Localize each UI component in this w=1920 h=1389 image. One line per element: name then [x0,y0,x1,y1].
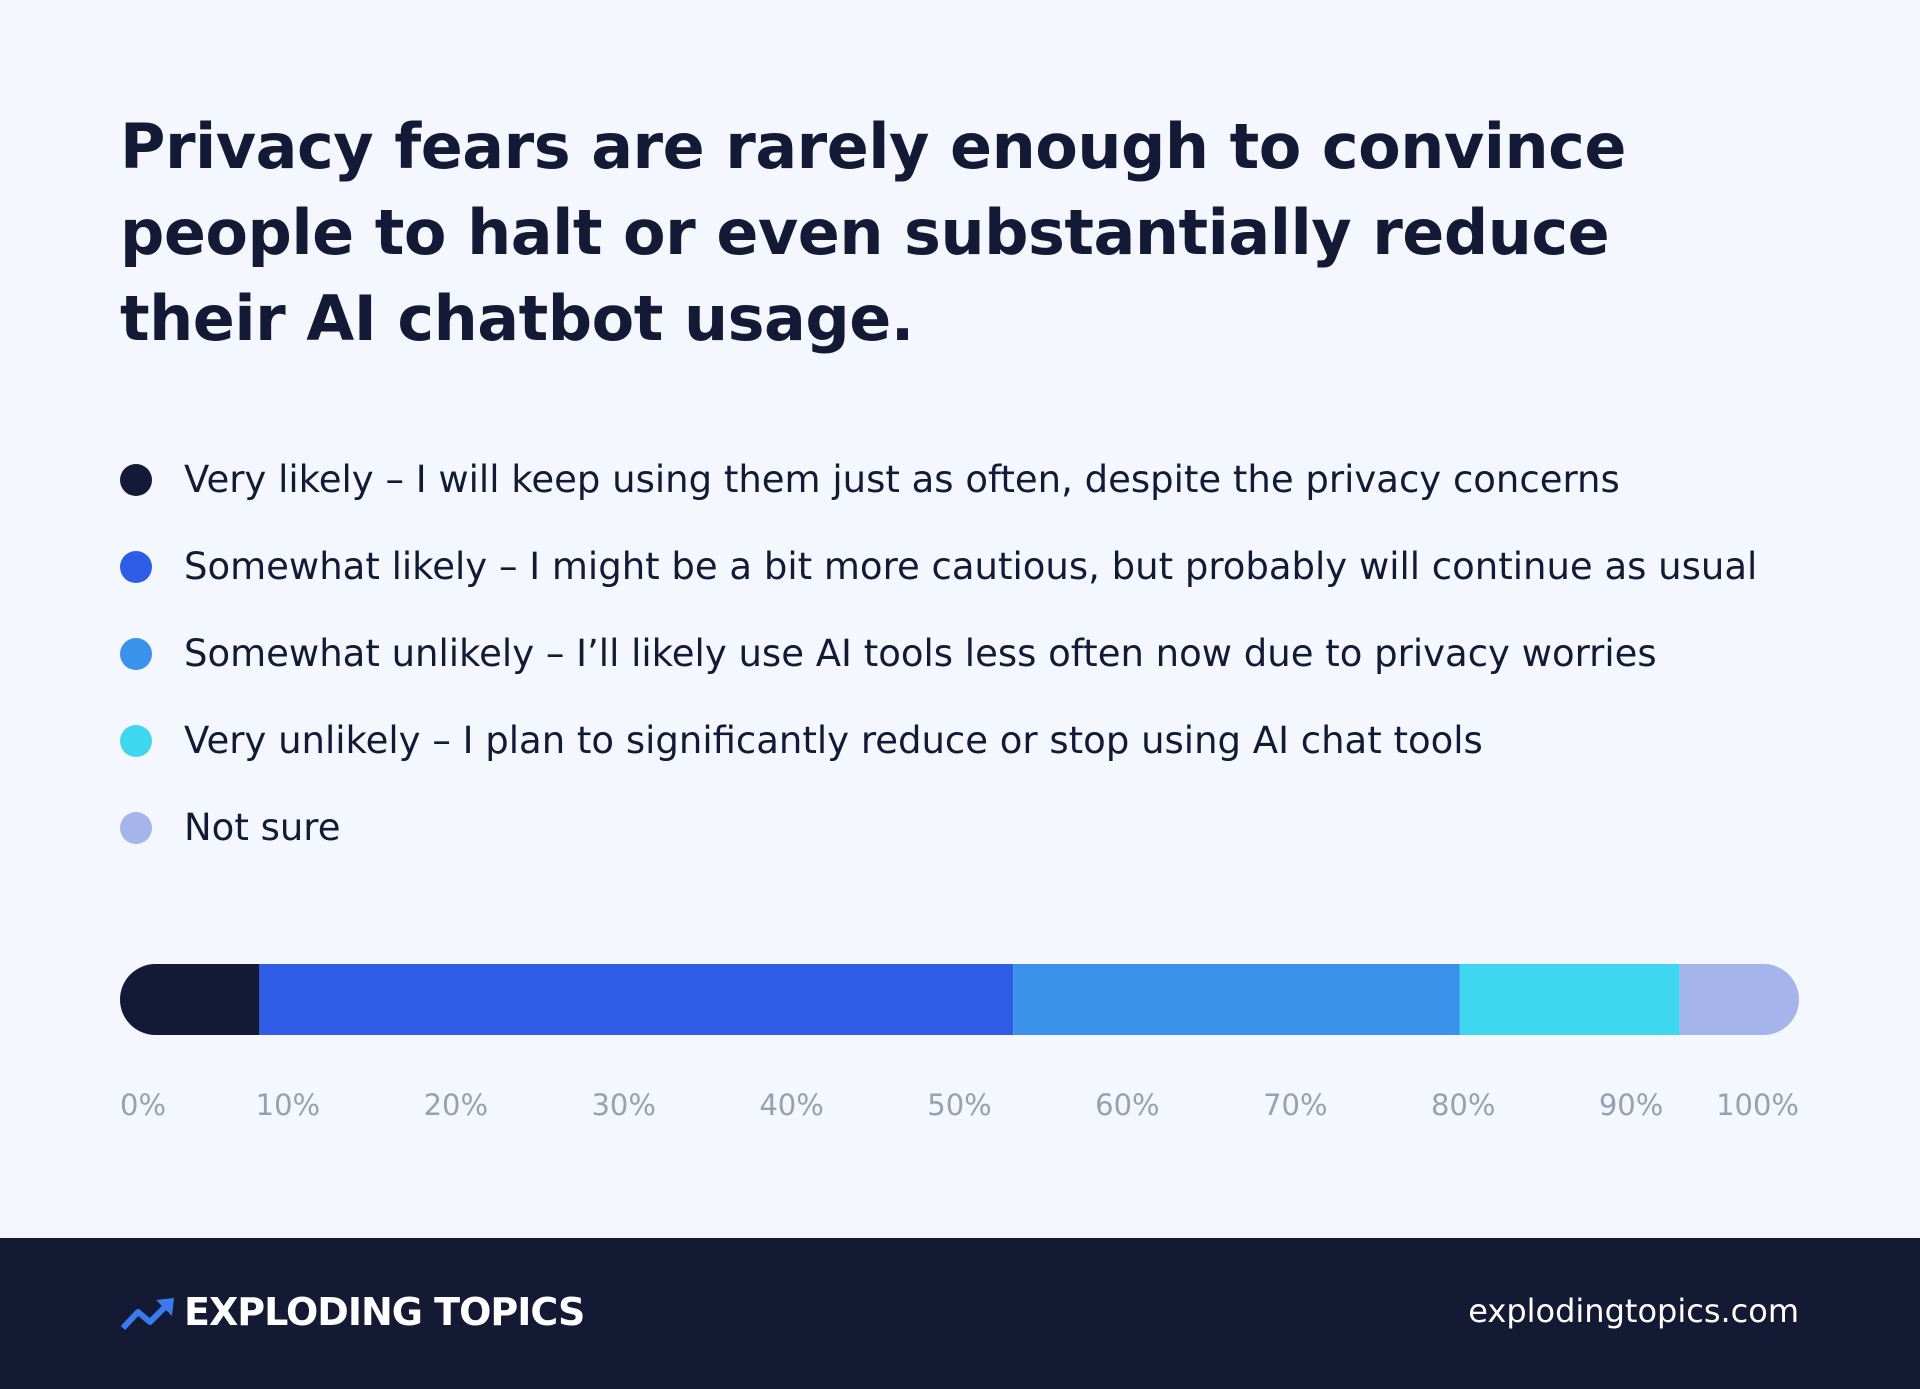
legend-item: Not sure [120,800,1757,887]
legend-label: Very likely – I will keep using them jus… [184,458,1620,501]
x-tick-label: 20% [424,1088,488,1122]
legend-swatch [120,638,152,670]
url: explodingtopics.com [1468,1292,1799,1330]
legend: Very likely – I will keep using them jus… [120,452,1757,887]
bar-segment [1459,964,1680,1035]
bar-segment [120,964,260,1035]
legend-item: Very unlikely – I plan to significantly … [120,713,1757,800]
chart-title: Privacy fears are rarely enough to convi… [120,110,1626,355]
legend-swatch [120,551,152,583]
bar-segment [259,964,1014,1035]
x-tick-label: 50% [927,1088,991,1122]
x-tick-label: 90% [1599,1088,1663,1122]
bar-group [120,964,1799,1035]
chart: 0% 10% 20% 30% 40% 50% 60% 70% 80% 90% 100% [120,964,1799,1122]
legend-swatch [120,812,152,844]
footer: EXPLODING TOPICS explodingtopics.com [0,1238,1920,1389]
legend-swatch [120,725,152,757]
bar-segment [1679,964,1799,1035]
legend-label: Somewhat unlikely – I’ll likely use AI t… [184,632,1657,675]
x-tick-label: 10% [256,1088,320,1122]
bar-segment [1013,964,1460,1035]
legend-swatch [120,464,152,496]
legend-label: Very unlikely – I plan to significantly … [184,719,1483,762]
x-tick-label: 100% [1716,1088,1799,1122]
legend-label: Somewhat likely – I might be a bit more … [184,545,1758,588]
logo-icon [120,1298,174,1331]
x-tick-label: 30% [591,1088,655,1122]
x-tick-label: 60% [1095,1088,1159,1122]
legend-item: Very likely – I will keep using them jus… [120,452,1757,539]
legend-item: Somewhat unlikely – I’ll likely use AI t… [120,626,1757,713]
legend-item: Somewhat likely – I might be a bit more … [120,539,1757,626]
legend-label: Not sure [184,806,341,849]
x-tick-label: 40% [759,1088,823,1122]
x-tick-label: 0% [120,1088,166,1122]
x-tick-label: 70% [1263,1088,1327,1122]
brand: EXPLODING TOPICS [184,1290,585,1334]
x-tick-label: 80% [1431,1088,1495,1122]
